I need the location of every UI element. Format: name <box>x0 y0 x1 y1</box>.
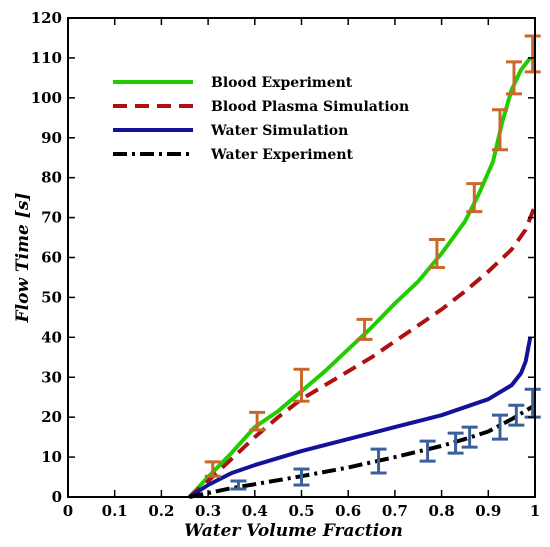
series-line-4 <box>188 403 537 499</box>
y-tick-label: 90 <box>41 129 62 147</box>
error-bar-1-9 <box>524 34 541 74</box>
legend-item-4: Water Experiment <box>113 147 354 163</box>
y-tick-label: 120 <box>31 9 62 27</box>
plot-marks <box>187 34 541 499</box>
y-tick-label: 40 <box>41 328 62 346</box>
error-bar-1-4 <box>356 317 373 341</box>
x-tick-label: 0.5 <box>288 502 314 520</box>
y-tick-label: 10 <box>41 448 62 466</box>
legend-label: Water Simulation <box>210 123 348 139</box>
error-bar-2-6 <box>461 425 478 449</box>
y-tick-label: 20 <box>41 408 62 426</box>
x-axis-title: Water Volume Fraction <box>184 521 403 541</box>
y-tick-label: 80 <box>41 169 62 187</box>
y-tick-label: 30 <box>41 368 62 386</box>
x-tick-label: 0.2 <box>148 502 174 520</box>
x-tick-label: 0.9 <box>475 502 501 520</box>
legend-item-3: Water Simulation <box>113 123 348 139</box>
y-tick-label: 70 <box>41 209 62 227</box>
legend: Blood Experiment Blood Plasma Simulation W… <box>113 75 409 163</box>
y-axis-title: Flow Time [s] <box>13 193 33 324</box>
y-tick-label: 110 <box>31 49 62 67</box>
x-tick-label: 0 <box>63 502 73 520</box>
x-tick-label: 1 <box>530 502 540 520</box>
legend-label: Water Experiment <box>210 147 354 163</box>
error-bar-1-7 <box>491 108 508 152</box>
error-bar-1-1 <box>204 460 221 478</box>
error-bar-2-5 <box>447 431 464 455</box>
x-tick-label: 0.1 <box>102 502 128 520</box>
y-tick-label: 0 <box>52 488 62 506</box>
error-bar-2-9 <box>524 387 541 419</box>
series-line-3 <box>188 336 533 499</box>
error-bar-2-1 <box>230 479 247 491</box>
x-tick-label: 0.4 <box>242 502 268 520</box>
legend-label: Blood Experiment <box>211 75 353 91</box>
x-tick-label: 0.3 <box>195 502 221 520</box>
error-bar-1-8 <box>505 60 522 96</box>
legend-item-2: Blood Plasma Simulation <box>113 99 409 115</box>
error-bar-1-6 <box>466 182 483 214</box>
error-bar-2-4 <box>419 439 436 463</box>
series-line-2 <box>188 204 537 499</box>
error-bar-1-5 <box>428 238 445 269</box>
error-bar-1-2 <box>249 410 266 432</box>
x-tick-label: 0.8 <box>429 502 455 520</box>
series-line-1 <box>187 56 532 499</box>
x-tick-label: 0.6 <box>335 502 361 520</box>
error-bar-2-2 <box>293 467 310 487</box>
legend-item-1: Blood Experiment <box>113 75 353 91</box>
x-tick-label: 0.7 <box>382 502 408 520</box>
error-bar-2-3 <box>370 447 387 475</box>
error-bar-1-3 <box>293 367 310 403</box>
y-tick-label: 100 <box>31 89 62 107</box>
legend-label: Blood Plasma Simulation <box>211 99 409 115</box>
error-bar-2-8 <box>508 403 525 427</box>
y-tick-label: 60 <box>41 249 62 267</box>
axis-ticks: 0 0.1 0.2 0.3 0.4 0.5 0.6 0.7 0.8 0.9 101020304050… <box>31 9 541 520</box>
y-tick-label: 50 <box>41 288 62 306</box>
error-bar-2-7 <box>491 413 508 441</box>
